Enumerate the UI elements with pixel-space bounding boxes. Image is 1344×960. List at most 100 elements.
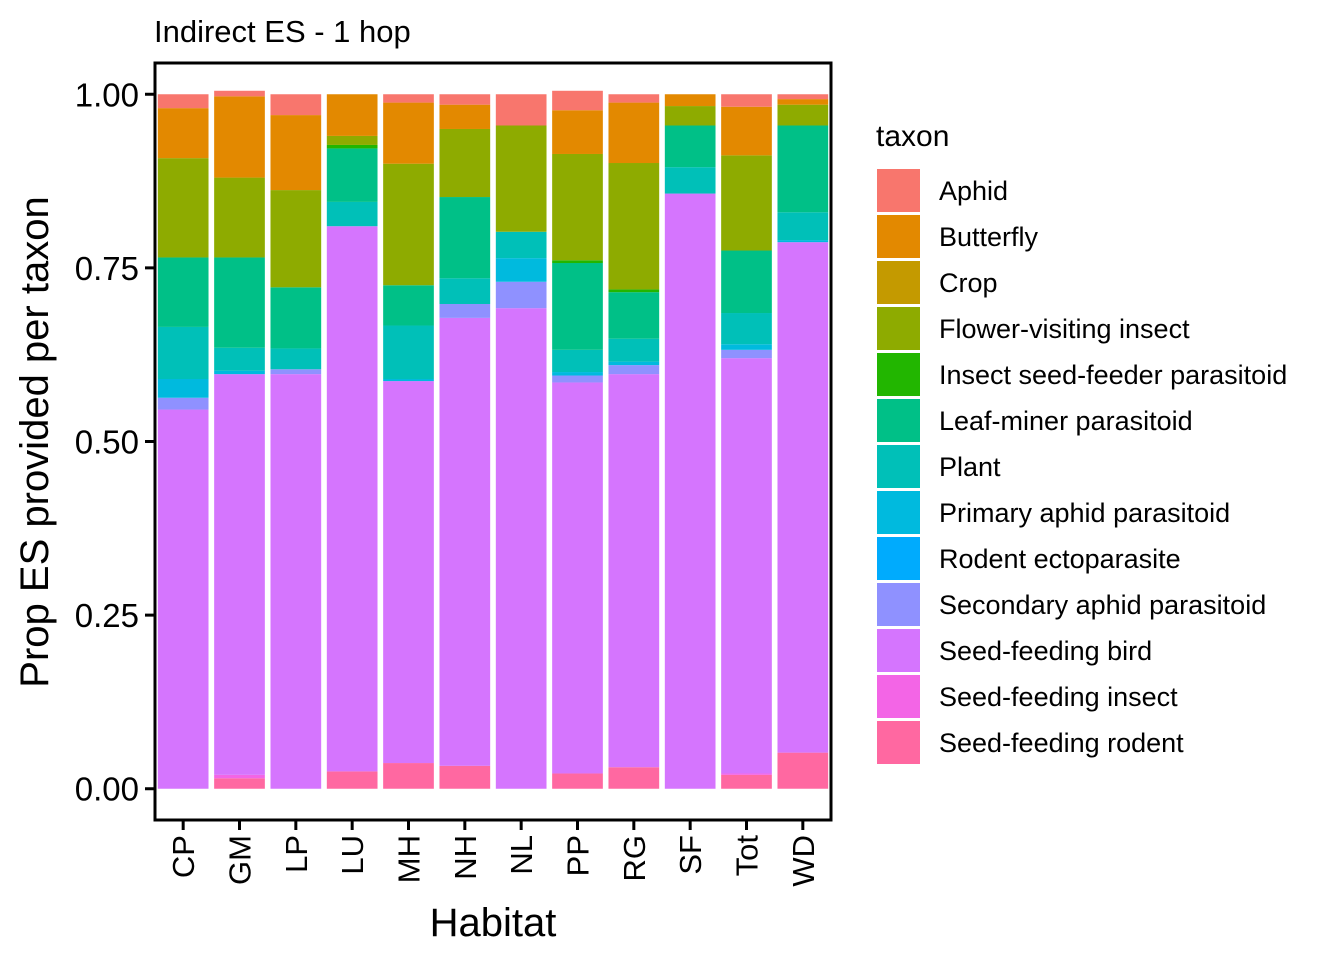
legend-label-leaf-miner-parasitoid: Leaf-miner parasitoid (939, 406, 1193, 436)
bar-segment-cp-secondary-aphid-parasitoid (157, 397, 209, 410)
x-tick-label-nh: NH (448, 835, 483, 880)
bar-segment-wd-primary-aphid-parasitoid (777, 240, 829, 243)
bars-layer (157, 90, 829, 789)
y-tick-label: 0.75 (75, 250, 139, 287)
bar-segment-nl-secondary-aphid-parasitoid (495, 281, 547, 309)
bar-segment-tot-primary-aphid-parasitoid (721, 344, 772, 350)
bar-segment-tot-secondary-aphid-parasitoid (721, 349, 772, 359)
bar-segment-pp-leaf-miner-parasitoid (552, 263, 603, 350)
bar-segment-wd-aphid (777, 94, 829, 100)
legend-key-butterfly (877, 215, 920, 258)
bar-segment-wd-seed-feeding-bird (777, 242, 829, 753)
bar-segment-mh-seed-feeding-bird (383, 381, 434, 764)
legend-key-rodent-ectoparasite (877, 537, 920, 580)
legend-label-seed-feeding-rodent: Seed-feeding rodent (939, 728, 1184, 758)
legend-key-primary-aphid-parasitoid (877, 491, 920, 534)
bar-segment-gm-plant (214, 347, 265, 371)
bar-segment-sf-flower-visiting-insect (664, 106, 716, 126)
bar-segment-pp-primary-aphid-parasitoid (552, 372, 603, 376)
bar-segment-cp-flower-visiting-insect (157, 158, 209, 258)
bar-segment-nl-seed-feeding-bird (495, 308, 547, 789)
legend-key-secondary-aphid-parasitoid (877, 583, 920, 626)
bar-segment-rg-insect-seed-feeder-parasitoid (608, 289, 660, 293)
bar-segment-sf-butterfly (664, 94, 716, 107)
legend: taxon Aphid Butterfly Crop Flower-visiting … (876, 120, 1287, 764)
y-tick-label: 0.50 (75, 424, 139, 461)
bar-segment-mh-butterfly (383, 102, 434, 164)
bar-segment-rg-secondary-aphid-parasitoid (608, 365, 660, 375)
bar-segment-cp-primary-aphid-parasitoid (157, 379, 209, 398)
bar-segment-pp-seed-feeding-bird (552, 382, 603, 774)
x-axis: CP GM LP LU MH NH NL PP RG SF Tot WD (166, 820, 821, 887)
x-tick-label-wd: WD (786, 835, 821, 887)
legend-label-crop: Crop (939, 268, 998, 298)
bar-segment-gm-aphid (214, 90, 265, 97)
bar-segment-wd-flower-visiting-insect (777, 104, 829, 126)
bar-segment-tot-seed-feeding-bird (721, 358, 772, 774)
bar-segment-nh-aphid (439, 94, 491, 105)
bar-segment-gm-seed-feeding-rodent (214, 778, 265, 789)
bar-segment-sf-plant (664, 167, 716, 194)
bar-segment-tot-flower-visiting-insect (721, 155, 772, 251)
bar-segment-rg-butterfly (608, 102, 660, 164)
bar-segment-cp-leaf-miner-parasitoid (157, 257, 209, 327)
x-tick-label-cp: CP (166, 835, 201, 878)
y-axis: 0.00 0.25 0.50 0.75 1.00 (75, 76, 155, 808)
bar-segment-rg-aphid (608, 94, 660, 103)
bar-segment-rg-flower-visiting-insect (608, 163, 660, 290)
bar-segment-mh-flower-visiting-insect (383, 163, 434, 286)
legend-key-leaf-miner-parasitoid (877, 399, 920, 442)
x-tick-label-tot: Tot (730, 835, 765, 877)
bar-segment-gm-seed-feeding-insect (214, 774, 265, 779)
bar-segment-sf-seed-feeding-bird (664, 193, 716, 789)
bar-segment-sf-leaf-miner-parasitoid (664, 125, 716, 168)
legend-key-seed-feeding-insect (877, 675, 920, 718)
legend-label-insect-seed-feeder-parasitoid: Insect seed-feeder parasitoid (939, 360, 1287, 390)
legend-key-crop (877, 261, 920, 304)
x-tick-label-lu: LU (335, 835, 370, 875)
x-tick-label-gm: GM (223, 835, 258, 885)
bar-segment-pp-seed-feeding-rodent (552, 773, 603, 789)
bar-segment-nl-primary-aphid-parasitoid (495, 258, 547, 282)
bar-segment-nl-aphid (495, 94, 547, 126)
bar-segment-tot-leaf-miner-parasitoid (721, 250, 772, 314)
bar-segment-rg-leaf-miner-parasitoid (608, 292, 660, 339)
legend-label-seed-feeding-bird: Seed-feeding bird (939, 636, 1152, 666)
bar-segment-tot-seed-feeding-insect (721, 773, 772, 775)
bar-segment-rg-plant (608, 338, 660, 362)
bar-segment-mh-primary-aphid-parasitoid (383, 379, 434, 382)
bar-segment-lu-seed-feeding-rodent (326, 771, 378, 789)
bar-segment-lp-butterfly (270, 115, 322, 191)
bar-segment-wd-butterfly (777, 99, 829, 105)
bar-segment-nl-flower-visiting-insect (495, 125, 547, 232)
bar-segment-pp-butterfly (552, 110, 603, 154)
bar-segment-mh-seed-feeding-rodent (383, 763, 434, 789)
y-tick-label: 0.00 (75, 771, 139, 808)
bar-segment-nl-plant (495, 231, 547, 259)
bar-segment-lp-aphid (270, 94, 322, 116)
x-tick-label-rg: RG (617, 835, 652, 882)
bar-segment-cp-plant (157, 326, 209, 379)
legend-label-aphid: Aphid (939, 176, 1008, 206)
legend-key-seed-feeding-rodent (877, 721, 920, 764)
bar-segment-rg-seed-feeding-rodent (608, 767, 660, 789)
bar-segment-gm-seed-feeding-bird (214, 374, 265, 775)
bar-segment-nh-secondary-aphid-parasitoid (439, 303, 491, 318)
bar-segment-lp-flower-visiting-insect (270, 190, 322, 288)
bar-segment-rg-primary-aphid-parasitoid (608, 361, 660, 366)
bar-segment-lu-leaf-miner-parasitoid (326, 148, 378, 202)
bar-segment-lu-insect-seed-feeder-parasitoid (326, 144, 378, 149)
x-tick-label-lp: LP (279, 835, 314, 873)
bar-segment-tot-plant (721, 313, 772, 345)
legend-key-flower-visiting-insect (877, 307, 920, 350)
bar-segment-cp-seed-feeding-bird (157, 409, 209, 789)
bar-segment-lp-secondary-aphid-parasitoid (270, 369, 322, 375)
bar-segment-lp-seed-feeding-bird (270, 374, 322, 789)
bar-segment-gm-flower-visiting-insect (214, 177, 265, 258)
bar-segment-tot-seed-feeding-rodent (721, 774, 772, 789)
bar-segment-tot-aphid (721, 94, 772, 107)
bar-segment-mh-leaf-miner-parasitoid (383, 285, 434, 326)
y-tick-label: 0.25 (75, 597, 139, 634)
bar-segment-lp-plant (270, 348, 322, 370)
